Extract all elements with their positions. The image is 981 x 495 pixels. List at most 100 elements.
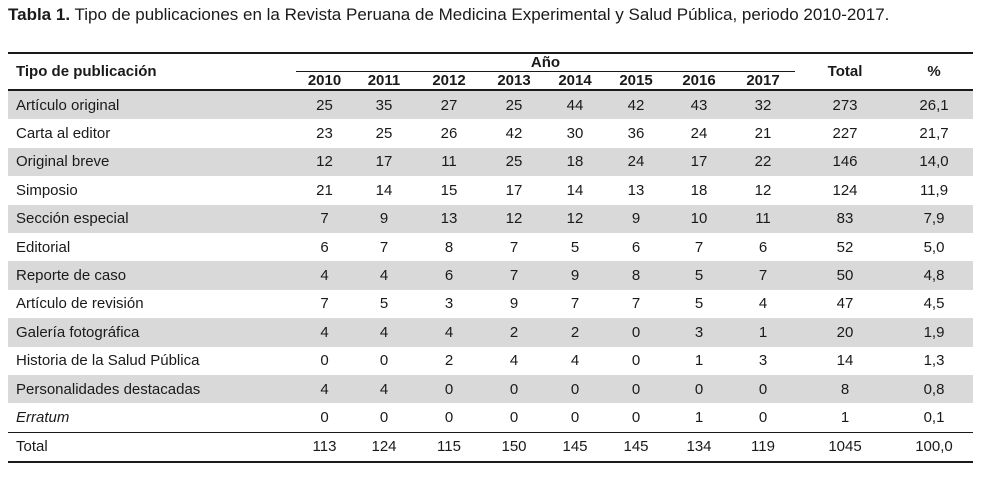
pct-cell: 11,9 xyxy=(919,181,949,199)
year-cell: 7 xyxy=(320,295,329,313)
year-cell: 0 xyxy=(509,408,519,426)
total-cell: 47 xyxy=(836,295,854,313)
year-cell: 4 xyxy=(758,295,768,313)
year-cell: 4 xyxy=(415,318,483,347)
pct-cell: 21,7 xyxy=(919,125,949,143)
year-cell: 6 xyxy=(631,238,641,256)
year-cell: 4 xyxy=(353,318,415,347)
year-cell: 9 xyxy=(605,204,667,233)
pct-cell: 0,8 xyxy=(895,374,973,404)
year-cell: 27 xyxy=(415,90,483,120)
total-cell: 83 xyxy=(795,204,895,233)
year-cell: 15 xyxy=(440,181,458,199)
year-cell: 3 xyxy=(667,318,731,347)
year-cell: 17 xyxy=(505,181,523,199)
header-year: 2010 xyxy=(296,71,353,91)
row-label: Artículo original xyxy=(8,90,296,120)
year-cell: 11 xyxy=(415,147,483,177)
year-cell: 2 xyxy=(545,318,605,347)
year-cell: 0 xyxy=(483,374,545,404)
header-year: 2012 xyxy=(415,71,483,91)
year-cell: 0 xyxy=(545,374,605,404)
total-cell: 146 xyxy=(795,147,895,177)
caption-text: Tipo de publicaciones en la Revista Peru… xyxy=(70,5,890,24)
pct-cell: 0,1 xyxy=(923,408,945,426)
year-cell: 9 xyxy=(545,261,605,290)
row-label: Historia de la Salud Pública xyxy=(16,352,200,370)
row-label: Personalidades destacadas xyxy=(8,374,296,404)
table-row: Artículo de revisión 7 5 3 9 7 7 5 4 47 4,5 xyxy=(8,290,973,318)
year-cell: 113 xyxy=(296,431,353,464)
year-cell: 0 xyxy=(320,408,329,426)
pct-cell: 4,8 xyxy=(895,261,973,290)
year-cell: 9 xyxy=(509,295,519,313)
header-year: 2017 xyxy=(731,71,795,91)
header-year: 2011 xyxy=(353,71,415,91)
header-pct: % xyxy=(895,54,973,91)
row-label: Sección especial xyxy=(8,204,296,233)
table-row: Historia de la Salud Pública 0 0 2 4 4 0 1 3 14 1,… xyxy=(8,347,973,375)
year-cell: 35 xyxy=(353,90,415,120)
year-cell: 21 xyxy=(316,181,333,199)
year-cell: 14 xyxy=(375,181,393,199)
year-cell: 6 xyxy=(415,261,483,290)
table-row: Reporte de caso 4 4 6 7 9 8 5 7 50 4,8 xyxy=(8,261,973,290)
pct-cell: 1,3 xyxy=(923,352,945,370)
year-cell: 2 xyxy=(444,352,454,370)
year-cell: 12 xyxy=(545,204,605,233)
year-cell: 4 xyxy=(353,374,415,404)
year-cell: 18 xyxy=(545,147,605,177)
year-cell: 30 xyxy=(566,125,584,143)
header-year: 2016 xyxy=(667,71,731,91)
year-cell: 25 xyxy=(296,90,353,120)
table-row: Galería fotográfica 4 4 4 2 2 0 3 1 20 1,9 xyxy=(8,318,973,347)
year-cell: 24 xyxy=(690,125,708,143)
year-cell: 25 xyxy=(483,90,545,120)
total-cell: 1 xyxy=(840,408,850,426)
year-cell: 14 xyxy=(566,181,584,199)
row-label: Artículo de revisión xyxy=(16,295,144,313)
year-cell: 0 xyxy=(570,408,580,426)
table-row: Artículo original 25 35 27 25 44 42 43 32 273 26,1 xyxy=(8,90,973,120)
year-cell: 24 xyxy=(605,147,667,177)
total-cell: 52 xyxy=(836,238,854,256)
year-cell: 0 xyxy=(758,408,768,426)
year-cell: 5 xyxy=(667,261,731,290)
year-cell: 124 xyxy=(353,431,415,464)
year-cell: 42 xyxy=(605,90,667,120)
year-cell: 0 xyxy=(444,408,454,426)
year-cell: 13 xyxy=(627,181,645,199)
year-cell: 25 xyxy=(375,125,393,143)
row-label: Reporte de caso xyxy=(8,261,296,290)
year-cell: 0 xyxy=(731,374,795,404)
pct-cell: 5,0 xyxy=(923,238,945,256)
year-cell: 2 xyxy=(483,318,545,347)
pct-cell: 1,9 xyxy=(895,318,973,347)
table-caption: Tabla 1. Tipo de publicaciones en la Rev… xyxy=(8,5,889,25)
year-cell: 0 xyxy=(379,408,389,426)
pct-cell: 7,9 xyxy=(895,204,973,233)
pct-cell: 4,5 xyxy=(923,295,945,313)
year-cell: 44 xyxy=(545,90,605,120)
year-cell: 0 xyxy=(605,318,667,347)
year-cell: 7 xyxy=(631,295,641,313)
year-cell: 115 xyxy=(415,431,483,464)
year-cell: 7 xyxy=(296,204,353,233)
year-cell: 21 xyxy=(754,125,772,143)
total-cell: 20 xyxy=(795,318,895,347)
year-cell: 4 xyxy=(570,352,580,370)
pct-cell: 26,1 xyxy=(895,90,973,120)
year-cell: 4 xyxy=(509,352,519,370)
year-cell: 9 xyxy=(353,204,415,233)
total-cell: 273 xyxy=(795,90,895,120)
year-cell: 8 xyxy=(444,238,454,256)
total-cell: 8 xyxy=(795,374,895,404)
pct-cell: 100,0 xyxy=(895,431,973,464)
year-cell: 10 xyxy=(667,204,731,233)
year-cell: 7 xyxy=(570,295,580,313)
total-cell: 50 xyxy=(795,261,895,290)
year-cell: 4 xyxy=(296,318,353,347)
year-cell: 119 xyxy=(731,431,795,464)
year-cell: 17 xyxy=(667,147,731,177)
caption-label: Tabla 1. xyxy=(8,5,71,24)
